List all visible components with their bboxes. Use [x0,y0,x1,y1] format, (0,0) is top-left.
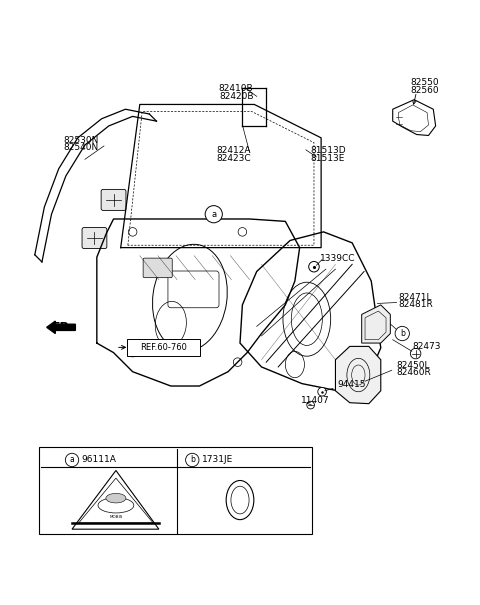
Ellipse shape [106,494,126,503]
Text: b: b [190,456,195,465]
Polygon shape [336,347,381,404]
Circle shape [318,387,326,396]
FancyArrow shape [47,321,75,333]
FancyBboxPatch shape [38,447,312,534]
Circle shape [65,453,79,466]
Text: 11407: 11407 [301,396,330,405]
Text: FR.: FR. [51,321,74,334]
Text: 82420B: 82420B [219,92,253,101]
Text: 82560: 82560 [411,86,440,94]
Text: 82550: 82550 [411,79,440,88]
Text: 82530N: 82530N [63,136,99,145]
Circle shape [186,453,199,466]
Text: b: b [400,329,405,338]
Text: 94415: 94415 [338,380,366,389]
Text: MOBIS: MOBIS [109,515,122,519]
Text: 82471L: 82471L [398,293,432,302]
Text: 82450L: 82450L [396,361,430,370]
Text: 82410B: 82410B [219,84,253,93]
Text: REF.60-760: REF.60-760 [140,343,187,352]
Text: 82412A: 82412A [216,146,251,155]
Circle shape [395,326,409,341]
Circle shape [205,206,222,223]
Text: 82540N: 82540N [63,143,99,152]
Text: a: a [70,456,74,465]
Text: 96111A: 96111A [82,456,117,465]
Text: 81513D: 81513D [311,146,346,155]
FancyBboxPatch shape [143,258,172,278]
Text: 1731JE: 1731JE [202,456,233,465]
Circle shape [309,261,319,272]
Text: 1339CC: 1339CC [320,254,356,263]
Text: a: a [211,210,216,219]
Polygon shape [362,305,390,343]
Text: 82423C: 82423C [216,154,251,163]
Circle shape [410,348,421,359]
Text: 81513E: 81513E [311,154,345,163]
Text: 82460R: 82460R [396,368,431,377]
FancyBboxPatch shape [82,227,107,249]
Text: 82481R: 82481R [398,301,433,309]
Text: 82473: 82473 [413,342,441,352]
FancyBboxPatch shape [127,339,200,356]
Circle shape [307,401,314,409]
FancyBboxPatch shape [101,189,126,211]
